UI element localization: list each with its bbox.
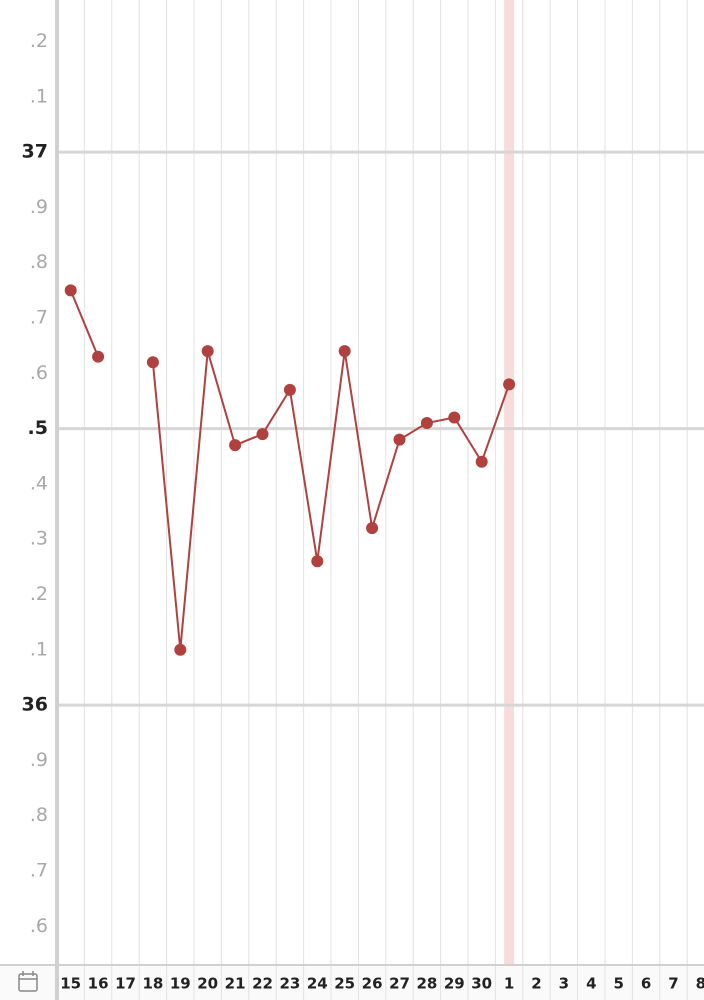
data-point xyxy=(448,411,461,424)
data-point xyxy=(311,555,324,568)
x-tick-label: 18 xyxy=(142,975,163,993)
y-tick-label: .1 xyxy=(30,85,48,107)
y-tick-label: .5 xyxy=(28,417,48,439)
x-tick-label: 19 xyxy=(170,975,191,993)
x-tick-label: 2 xyxy=(531,975,541,993)
x-tick-label: 1 xyxy=(504,975,514,993)
x-tick-label: 20 xyxy=(197,975,218,993)
y-tick-label: .1 xyxy=(30,638,48,660)
y-tick-label: .9 xyxy=(30,196,48,218)
x-tick-label: 26 xyxy=(362,975,383,993)
x-tick-label: 3 xyxy=(559,975,569,993)
x-tick-label: 28 xyxy=(416,975,437,993)
y-tick-label: .6 xyxy=(30,362,48,384)
y-tick-label: .8 xyxy=(30,251,48,273)
data-point xyxy=(256,428,269,441)
y-tick-label: .4 xyxy=(30,472,48,494)
data-point xyxy=(503,378,516,391)
data-point xyxy=(64,284,77,297)
y-tick-label: 36 xyxy=(22,694,48,716)
y-tick-label: .3 xyxy=(30,528,48,550)
y-tick-label: .2 xyxy=(30,583,48,605)
x-tick-label: 8 xyxy=(696,975,704,993)
y-tick-label: .8 xyxy=(30,804,48,826)
x-tick-label: 5 xyxy=(613,975,623,993)
data-point xyxy=(174,643,187,656)
x-tick-label: 4 xyxy=(586,975,596,993)
y-tick-label: .6 xyxy=(30,915,48,937)
x-tick-label: 30 xyxy=(471,975,492,993)
x-tick-label: 15 xyxy=(60,975,81,993)
y-tick-label: 37 xyxy=(22,141,48,163)
data-point xyxy=(92,350,105,363)
x-tick-label: 22 xyxy=(252,975,273,993)
x-tick-label: 21 xyxy=(225,975,246,993)
data-point xyxy=(229,439,242,452)
y-tick-label: .7 xyxy=(30,306,48,328)
data-point xyxy=(366,522,379,535)
data-point xyxy=(475,455,488,468)
x-tick-label: 27 xyxy=(389,975,410,993)
x-tick-label: 25 xyxy=(334,975,355,993)
temperature-line xyxy=(69,289,511,650)
data-point xyxy=(420,417,433,430)
today-column xyxy=(504,0,515,965)
data-point xyxy=(338,345,351,358)
y-tick-label: .7 xyxy=(30,859,48,881)
x-tick-label: 6 xyxy=(641,975,651,993)
calendar-icon[interactable] xyxy=(18,971,38,992)
y-tick-label: .2 xyxy=(30,30,48,52)
data-point xyxy=(283,383,296,396)
x-tick-label: 16 xyxy=(88,975,109,993)
x-tick-label: 17 xyxy=(115,975,136,993)
y-tick-label: .9 xyxy=(30,749,48,771)
x-tick-label: 7 xyxy=(668,975,678,993)
x-axis-strip xyxy=(0,965,704,1000)
data-point xyxy=(146,356,159,369)
x-tick-label: 24 xyxy=(307,975,328,993)
data-point xyxy=(201,345,214,358)
x-tick-label: 23 xyxy=(279,975,300,993)
data-point xyxy=(393,433,406,446)
x-tick-label: 29 xyxy=(444,975,465,993)
